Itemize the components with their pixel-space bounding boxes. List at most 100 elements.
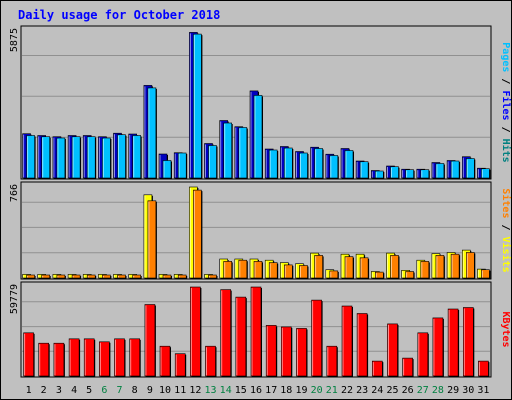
bar <box>68 338 80 377</box>
bar <box>238 127 248 179</box>
x-tick-label: 30 <box>462 385 474 396</box>
bar-kbytes-day-15 <box>235 296 247 377</box>
bar <box>208 274 217 279</box>
bar <box>344 150 354 179</box>
legend-separator: / <box>500 72 511 90</box>
bar-files-day-30 <box>465 158 476 179</box>
bar <box>329 270 339 279</box>
bar <box>299 152 308 179</box>
legend-entry: Files <box>500 90 512 120</box>
y-max-label: 766 <box>9 184 20 202</box>
bar <box>177 152 187 179</box>
bar <box>478 360 489 377</box>
bar-sites-day-9 <box>147 200 157 279</box>
x-tick-label: 14 <box>220 385 232 396</box>
bar <box>417 332 429 377</box>
bar <box>265 325 277 377</box>
bar-kbytes-day-17 <box>265 325 278 377</box>
panel-kbytes: 59779 KBytes <box>9 281 511 378</box>
x-tick-label: 1 <box>26 385 32 396</box>
bar <box>132 274 141 279</box>
bar-sites-day-23 <box>359 257 370 279</box>
bar <box>283 147 293 179</box>
bar <box>250 286 262 377</box>
bar-sites-day-19 <box>299 265 309 279</box>
x-tick-label: 5 <box>86 385 92 396</box>
bar <box>174 353 186 377</box>
bar-sites-day-3 <box>56 274 66 279</box>
bar <box>329 155 339 179</box>
bar-files-day-14 <box>223 122 233 179</box>
x-tick-label: 24 <box>371 385 383 396</box>
bar-files-day-24 <box>374 170 385 179</box>
legend-entry: Sites <box>500 188 512 218</box>
bar <box>450 160 460 179</box>
bar-kbytes-day-19 <box>296 328 308 377</box>
x-tick-label: 28 <box>432 385 444 396</box>
legend-entry: Visits <box>500 237 512 273</box>
x-tick-label: 26 <box>402 385 414 396</box>
bar-sites-day-22 <box>344 256 354 279</box>
bar <box>326 345 338 377</box>
bar-kbytes-day-29 <box>447 308 460 377</box>
bar-files-day-9 <box>147 87 157 179</box>
bar-sites-day-7 <box>117 274 127 279</box>
bar-files-day-20 <box>314 148 324 179</box>
bar <box>390 166 399 179</box>
bar-sites-day-30 <box>465 252 476 279</box>
bar-files-day-28 <box>435 163 445 179</box>
bar-sites-day-8 <box>132 274 142 279</box>
bar-sites-day-5 <box>86 274 97 279</box>
bar <box>420 169 430 179</box>
bar-files-day-6 <box>102 137 112 179</box>
bar <box>311 299 322 377</box>
bar <box>359 161 369 179</box>
bar-kbytes-day-21 <box>326 345 338 377</box>
bar <box>193 189 202 279</box>
bar-kbytes-day-11 <box>174 353 187 377</box>
bar-kbytes-day-30 <box>462 307 475 377</box>
bar <box>53 342 65 377</box>
x-tick-label: 31 <box>477 385 489 396</box>
bar <box>481 168 490 179</box>
legend-separator: / <box>500 218 511 236</box>
bar-kbytes-day-26 <box>402 357 414 377</box>
bar-sites-day-14 <box>223 261 233 279</box>
bar <box>314 148 323 179</box>
bar <box>314 255 323 279</box>
bar-files-day-26 <box>405 169 415 179</box>
bar <box>41 274 51 279</box>
bar <box>83 338 95 377</box>
bar <box>465 158 475 179</box>
bar-kbytes-day-14 <box>220 289 232 377</box>
bar <box>481 269 490 279</box>
bar <box>280 326 292 377</box>
bar <box>253 95 263 179</box>
bar-files-day-29 <box>450 160 461 179</box>
bar-kbytes-day-1 <box>23 332 35 377</box>
bar <box>56 137 66 179</box>
x-tick-label: 27 <box>417 385 429 396</box>
bar-kbytes-day-5 <box>83 338 96 377</box>
bar-sites-day-13 <box>208 274 218 279</box>
bar-kbytes-day-24 <box>371 360 384 377</box>
bar <box>387 323 398 377</box>
bar <box>283 264 293 279</box>
bar-kbytes-day-3 <box>53 342 65 377</box>
bar-files-day-13 <box>208 145 218 179</box>
bar-files-day-31 <box>481 168 491 179</box>
bar-files-day-27 <box>420 169 430 179</box>
bar <box>268 149 278 179</box>
bar <box>144 304 156 377</box>
bar-kbytes-day-10 <box>159 345 171 377</box>
bar-files-day-17 <box>268 149 279 179</box>
bar-kbytes-day-22 <box>341 305 353 377</box>
bar-sites-day-16 <box>253 261 263 279</box>
bar-sites-day-4 <box>71 274 82 279</box>
bar <box>147 200 157 279</box>
bar <box>129 338 140 377</box>
bar <box>86 136 96 179</box>
bar-files-day-11 <box>177 152 188 179</box>
bar-sites-day-20 <box>314 255 324 279</box>
x-tick-label: 17 <box>265 385 277 396</box>
